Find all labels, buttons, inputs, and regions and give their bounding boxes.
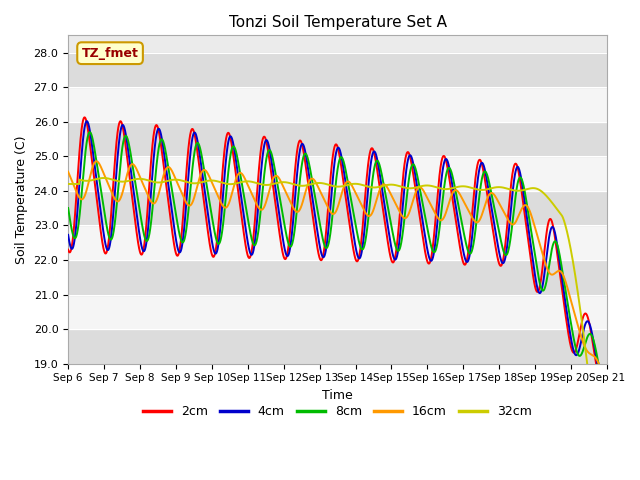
Legend: 2cm, 4cm, 8cm, 16cm, 32cm: 2cm, 4cm, 8cm, 16cm, 32cm	[138, 400, 537, 423]
16cm	[93, 158, 100, 164]
4cm	[390, 255, 398, 261]
8cm	[180, 239, 188, 244]
8cm	[399, 224, 407, 230]
4cm	[603, 414, 611, 420]
Line: 4cm: 4cm	[68, 121, 607, 418]
32cm	[64, 181, 72, 187]
Title: Tonzi Soil Temperature Set A: Tonzi Soil Temperature Set A	[228, 15, 447, 30]
16cm	[180, 194, 188, 200]
2cm	[603, 421, 611, 427]
4cm	[83, 118, 91, 124]
Line: 2cm: 2cm	[68, 118, 607, 424]
2cm	[215, 218, 223, 224]
2cm	[64, 247, 72, 252]
Bar	[68, 53, 607, 87]
2cm	[390, 258, 398, 264]
Y-axis label: Soil Temperature (C): Soil Temperature (C)	[15, 135, 28, 264]
8cm	[64, 205, 72, 211]
32cm	[215, 179, 223, 184]
8cm	[215, 241, 223, 247]
Bar	[68, 191, 607, 226]
16cm	[390, 198, 398, 204]
X-axis label: Time: Time	[322, 389, 353, 402]
8cm	[390, 237, 398, 242]
2cm	[180, 205, 188, 211]
2cm	[603, 420, 611, 425]
8cm	[603, 405, 611, 410]
32cm	[390, 182, 398, 188]
2cm	[399, 170, 407, 176]
8cm	[86, 129, 93, 135]
4cm	[399, 195, 407, 201]
16cm	[399, 215, 407, 220]
32cm	[399, 184, 407, 190]
Line: 8cm: 8cm	[68, 132, 607, 408]
32cm	[180, 178, 188, 184]
Line: 32cm: 32cm	[68, 178, 607, 480]
4cm	[180, 230, 188, 236]
32cm	[100, 175, 108, 181]
Bar	[68, 295, 607, 329]
Bar	[68, 260, 607, 295]
8cm	[603, 403, 611, 409]
4cm	[64, 232, 72, 238]
Bar	[68, 122, 607, 156]
Text: TZ_fmet: TZ_fmet	[82, 47, 138, 60]
16cm	[603, 388, 611, 394]
16cm	[215, 195, 223, 201]
32cm	[552, 205, 560, 211]
8cm	[552, 239, 560, 245]
4cm	[215, 239, 223, 245]
16cm	[603, 386, 611, 392]
16cm	[552, 270, 560, 276]
Line: 16cm: 16cm	[68, 161, 607, 391]
Bar	[68, 156, 607, 191]
Bar	[68, 329, 607, 364]
16cm	[64, 169, 72, 175]
Bar	[68, 87, 607, 122]
Bar	[68, 226, 607, 260]
2cm	[552, 241, 560, 247]
2cm	[81, 115, 88, 120]
4cm	[552, 234, 560, 240]
4cm	[603, 415, 611, 421]
